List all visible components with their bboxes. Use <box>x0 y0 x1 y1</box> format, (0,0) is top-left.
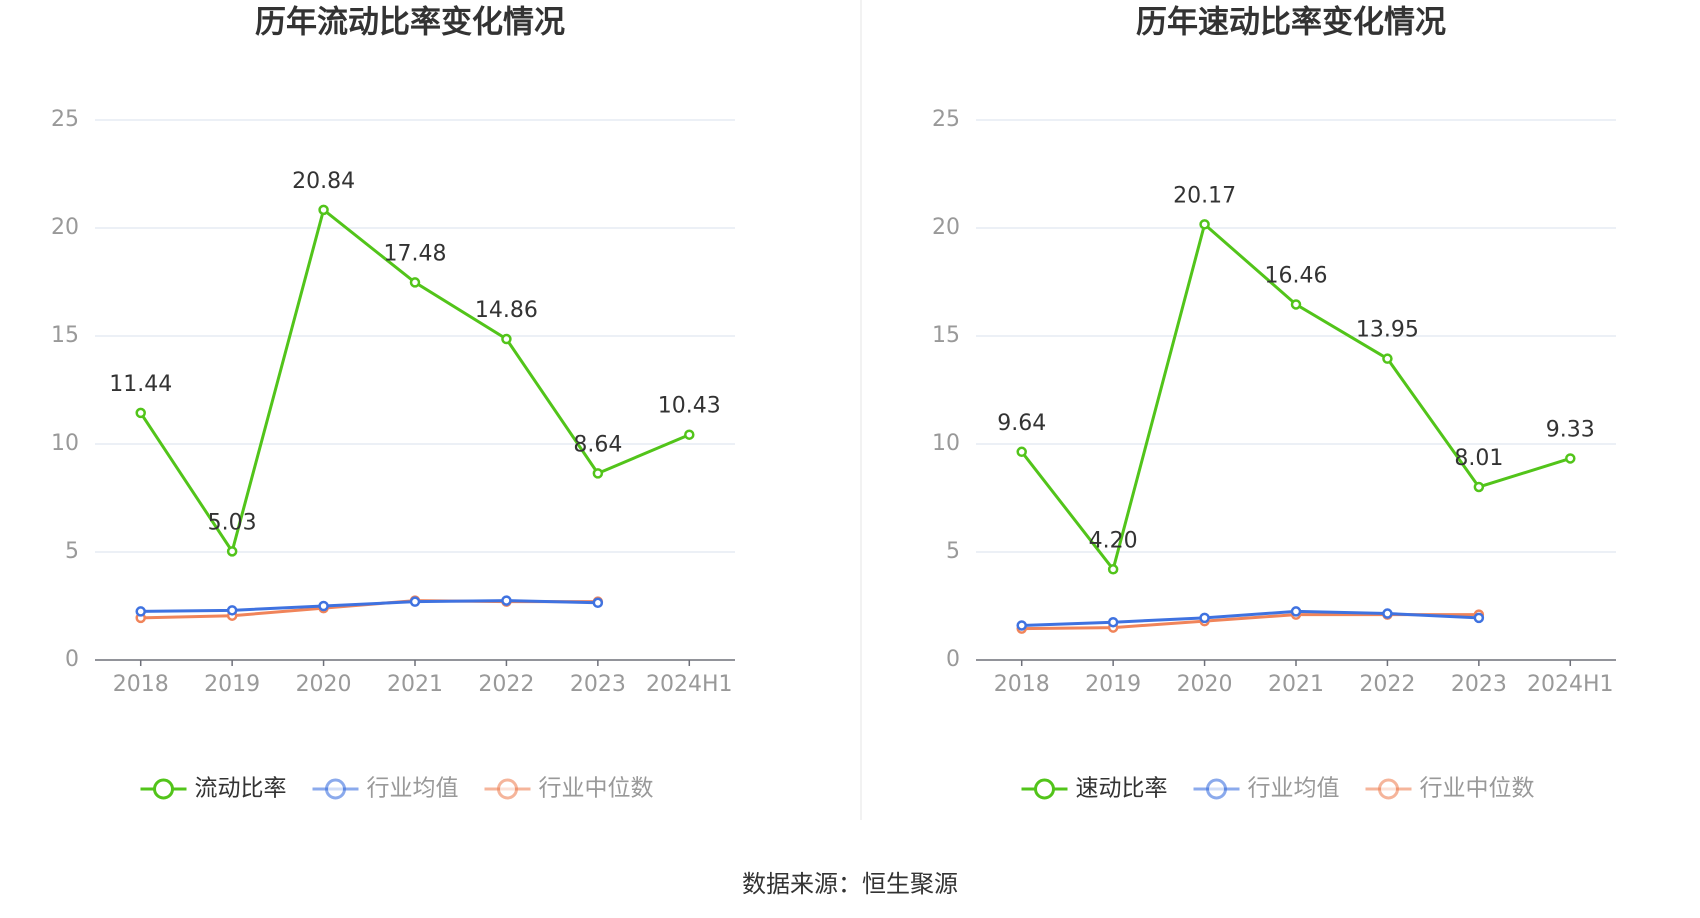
y-tick-label: 10 <box>932 431 960 456</box>
data-point <box>1290 299 1302 310</box>
x-tick-label: 2024H1 <box>1527 672 1614 697</box>
legend-marker <box>325 778 346 800</box>
chart-title: 历年流动比率变化情况 <box>255 5 565 41</box>
x-tick-label: 2023 <box>1451 672 1507 697</box>
data-point <box>409 596 421 607</box>
series-line <box>140 599 598 613</box>
data-point <box>1016 620 1027 631</box>
x-tick-label: 2020 <box>296 672 352 697</box>
y-tick-label: 5 <box>946 539 960 564</box>
data-point <box>1382 353 1393 364</box>
data-point <box>226 546 238 557</box>
legend-marker <box>497 778 518 800</box>
data-label: 8.64 <box>573 432 622 457</box>
data-label: 13.95 <box>1356 318 1419 343</box>
data-point <box>1107 564 1119 575</box>
x-tick-label: 2024H1 <box>646 672 733 697</box>
y-tick-label: 20 <box>51 215 79 240</box>
y-tick-label: 15 <box>932 323 960 348</box>
series-line <box>1021 609 1479 627</box>
x-tick-label: 2021 <box>1268 672 1324 697</box>
data-point <box>1473 481 1485 493</box>
x-tick-label: 2021 <box>387 672 443 697</box>
data-point <box>1199 612 1210 624</box>
data-point <box>318 600 329 612</box>
data-label: 14.86 <box>475 298 538 323</box>
legend-label: 速动比率 <box>1076 776 1168 802</box>
data-label: 9.33 <box>1546 417 1595 442</box>
data-point <box>1382 608 1393 619</box>
data-point <box>1290 606 1302 617</box>
legend-label: 行业均值 <box>1248 776 1340 802</box>
data-point <box>592 468 604 479</box>
y-tick-label: 0 <box>946 647 960 672</box>
legend-marker <box>1206 778 1227 800</box>
data-point <box>501 595 512 606</box>
legend-marker <box>1378 778 1399 800</box>
data-label: 20.17 <box>1173 183 1236 208</box>
x-tick-label: 2018 <box>113 672 169 697</box>
legend-marker <box>153 778 174 800</box>
legend-label: 行业均值 <box>367 776 459 802</box>
y-tick-label: 10 <box>51 431 79 456</box>
data-point <box>592 597 604 609</box>
data-label: 4.20 <box>1089 528 1138 553</box>
x-tick-label: 2020 <box>1177 672 1233 697</box>
data-label: 16.46 <box>1265 263 1328 288</box>
data-label: 8.01 <box>1454 446 1503 471</box>
chart-title: 历年速动比率变化情况 <box>1136 5 1446 41</box>
data-point <box>1016 446 1027 458</box>
data-point <box>226 605 238 616</box>
x-tick-label: 2019 <box>1085 672 1141 697</box>
data-point <box>135 407 146 419</box>
legend-marker <box>1034 778 1055 800</box>
data-point <box>684 429 695 440</box>
y-tick-label: 20 <box>932 215 960 240</box>
x-tick-label: 2018 <box>994 672 1050 697</box>
y-tick-label: 0 <box>65 647 79 672</box>
y-tick-label: 15 <box>51 323 79 348</box>
data-label: 5.03 <box>208 510 257 535</box>
data-point <box>135 606 146 617</box>
data-label: 20.84 <box>292 169 355 194</box>
data-point <box>501 333 512 345</box>
legend-label: 行业中位数 <box>539 776 654 802</box>
data-point <box>1199 219 1210 230</box>
y-tick-label: 5 <box>65 539 79 564</box>
x-tick-label: 2019 <box>204 672 260 697</box>
y-tick-label: 25 <box>51 107 79 132</box>
data-label: 11.44 <box>109 372 172 397</box>
x-tick-label: 2022 <box>1359 672 1415 697</box>
data-point <box>1565 453 1576 464</box>
x-tick-label: 2023 <box>570 672 626 697</box>
x-tick-label: 2022 <box>478 672 534 697</box>
source: 数据来源：恒生聚源 <box>742 870 958 898</box>
data-label: 17.48 <box>384 241 447 266</box>
data-label: 10.43 <box>658 394 721 419</box>
data-point <box>1473 612 1485 624</box>
y-tick-label: 25 <box>932 107 960 132</box>
data-point <box>318 204 329 216</box>
legend-label: 行业中位数 <box>1420 776 1535 802</box>
data-point <box>409 277 421 288</box>
data-label: 9.64 <box>997 411 1046 436</box>
legend-label: 流动比率 <box>195 776 287 802</box>
data-point <box>1107 616 1119 628</box>
